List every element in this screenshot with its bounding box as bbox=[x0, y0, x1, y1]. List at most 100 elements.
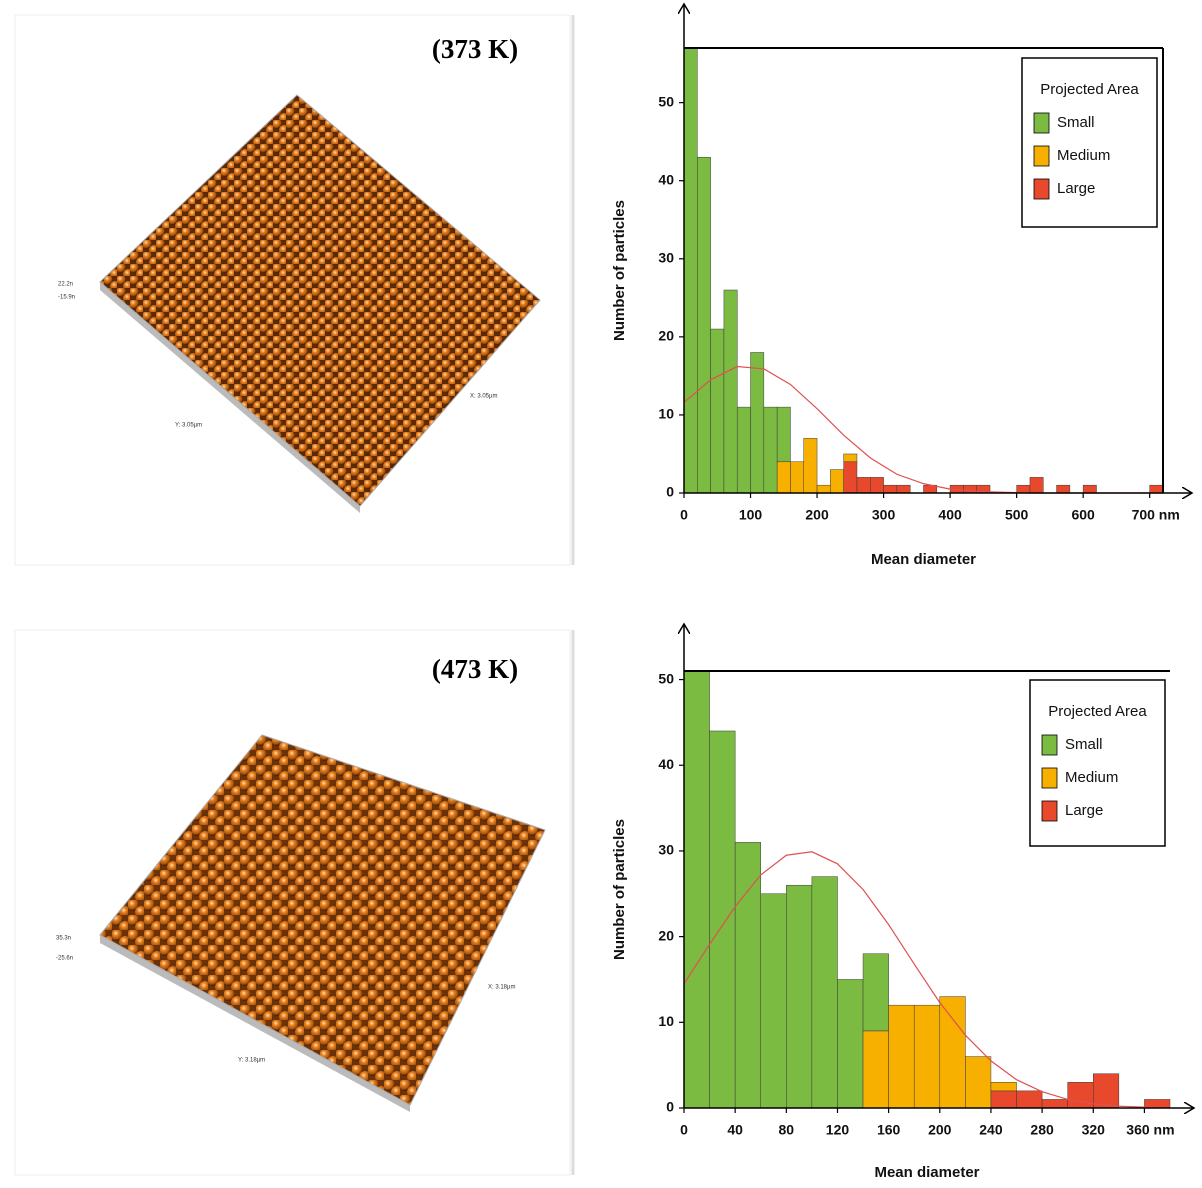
x-tick-label: 0 bbox=[680, 1122, 688, 1138]
bar bbox=[1029, 477, 1044, 494]
y-axis-label: Number of particles bbox=[611, 200, 628, 341]
legend-title: Projected Area bbox=[1048, 703, 1147, 720]
bar bbox=[811, 876, 838, 1109]
x-tick-label: 100 bbox=[739, 507, 763, 523]
afm-panel: (473 K) 35.3n -25.6n X: 3.18µm Y: 3.18µm bbox=[14, 629, 575, 1176]
x-tick-label: 700 nm bbox=[1132, 507, 1180, 523]
bar bbox=[709, 730, 736, 1109]
legend-label: Small bbox=[1057, 114, 1095, 131]
legend-swatch bbox=[1041, 734, 1058, 756]
bar bbox=[786, 884, 813, 1109]
surface-base bbox=[100, 935, 410, 1112]
bar bbox=[1093, 1073, 1120, 1109]
z-min: -25.6n bbox=[56, 956, 73, 962]
bar bbox=[913, 1004, 941, 1109]
y-tick-label: 20 bbox=[658, 328, 674, 344]
bar bbox=[883, 484, 898, 494]
legend: Projected Area Small Medium Large bbox=[1029, 679, 1166, 847]
bar bbox=[1016, 484, 1031, 494]
bar bbox=[803, 438, 818, 494]
bar bbox=[1056, 484, 1071, 494]
bar bbox=[856, 477, 871, 494]
bar bbox=[843, 461, 858, 494]
bar bbox=[1149, 484, 1164, 494]
x-axis-label: Mean diameter bbox=[874, 1164, 979, 1181]
bar bbox=[723, 289, 738, 494]
y-tick-label: 50 bbox=[658, 670, 674, 686]
y-tick-label: 20 bbox=[658, 927, 674, 943]
x-tick-label: 600 bbox=[1071, 507, 1095, 523]
bar bbox=[683, 670, 710, 1109]
bar bbox=[843, 453, 858, 463]
bar bbox=[862, 1030, 889, 1109]
bar bbox=[734, 842, 761, 1109]
bar bbox=[896, 484, 911, 494]
bar bbox=[830, 469, 844, 494]
bar bbox=[965, 1056, 992, 1109]
y-tick-label: 10 bbox=[658, 1013, 674, 1029]
x-tick-label: 120 bbox=[826, 1122, 850, 1138]
legend-swatch bbox=[1033, 145, 1050, 167]
bar bbox=[776, 461, 791, 494]
bar bbox=[837, 979, 864, 1109]
legend-label: Small bbox=[1065, 736, 1103, 753]
bar bbox=[763, 406, 778, 494]
x-tick-label: 240 bbox=[979, 1122, 1003, 1138]
temperature-label: (473 K) bbox=[432, 654, 518, 684]
temperature-label: (373 K) bbox=[432, 34, 518, 64]
bar bbox=[1067, 1082, 1094, 1109]
chart: 0 40 80 120 160 200 240 280 320 360 nm 0 10 20 30 40 50… bbox=[611, 624, 1194, 1181]
bar bbox=[1041, 1099, 1068, 1109]
y-tick-label: 40 bbox=[658, 171, 674, 187]
bar bbox=[870, 477, 884, 494]
legend-swatch bbox=[1041, 800, 1058, 822]
bar bbox=[939, 996, 966, 1109]
bar bbox=[816, 484, 831, 494]
legend-title: Projected Area bbox=[1040, 81, 1139, 98]
legend-swatch bbox=[1041, 767, 1058, 789]
x-size: X: 3.05µm bbox=[470, 394, 497, 400]
z-max: 22.2n bbox=[58, 282, 73, 288]
y-tick-label: 50 bbox=[658, 93, 674, 109]
z-max: 35.3n bbox=[56, 936, 71, 942]
legend-swatch bbox=[1033, 178, 1050, 200]
bar bbox=[710, 328, 725, 494]
afm-panel: (373 K) 22.2n -15.9n X: 3.05µm Y: 3.05µm bbox=[14, 14, 575, 566]
x-tick-label: 200 bbox=[928, 1122, 952, 1138]
bar bbox=[1082, 484, 1097, 494]
bar bbox=[760, 893, 787, 1109]
y-tick-label: 10 bbox=[658, 406, 674, 422]
legend-label: Large bbox=[1065, 802, 1103, 819]
bar bbox=[990, 1090, 1017, 1109]
afm-surface bbox=[99, 734, 546, 1106]
y-size: Y: 3.05µm bbox=[175, 423, 202, 429]
bar bbox=[790, 461, 805, 494]
bar bbox=[1016, 1090, 1043, 1109]
legend-label: Medium bbox=[1065, 769, 1118, 786]
bar bbox=[888, 1004, 915, 1109]
x-tick-label: 300 bbox=[872, 507, 896, 523]
y-tick-label: 40 bbox=[658, 756, 674, 772]
legend-label: Medium bbox=[1057, 147, 1110, 164]
x-tick-label: 160 bbox=[877, 1122, 901, 1138]
fit-curve bbox=[683, 851, 1171, 1109]
bar bbox=[862, 953, 889, 1032]
x-tick-label: 0 bbox=[680, 507, 688, 523]
legend: Projected Area Small Medium Large bbox=[1021, 57, 1158, 228]
x-tick-label: 200 bbox=[805, 507, 829, 523]
bar bbox=[736, 406, 751, 494]
y-tick-label: 0 bbox=[666, 1099, 674, 1115]
afm-surface bbox=[99, 94, 541, 507]
x-size: X: 3.18µm bbox=[488, 985, 515, 991]
x-tick-label: 40 bbox=[727, 1122, 743, 1138]
y-tick-label: 30 bbox=[658, 842, 674, 858]
x-tick-label: 360 nm bbox=[1126, 1122, 1174, 1138]
x-tick-label: 80 bbox=[779, 1122, 795, 1138]
x-tick-label: 280 bbox=[1030, 1122, 1054, 1138]
x-tick-label: 320 bbox=[1082, 1122, 1106, 1138]
z-min: -15.9n bbox=[58, 295, 75, 301]
bar bbox=[697, 157, 711, 494]
y-tick-label: 0 bbox=[666, 484, 674, 500]
x-tick-label: 500 bbox=[1005, 507, 1029, 523]
